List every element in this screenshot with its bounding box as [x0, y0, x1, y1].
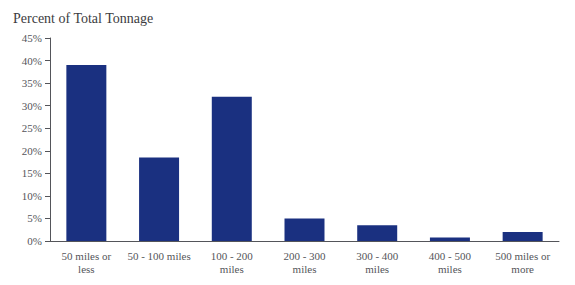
svg-text:miles: miles [438, 263, 462, 275]
svg-text:50 miles or: 50 miles or [62, 250, 112, 262]
svg-text:20%: 20% [22, 145, 42, 157]
svg-text:miles: miles [293, 263, 317, 275]
svg-text:40%: 40% [22, 55, 42, 67]
svg-text:35%: 35% [22, 77, 42, 89]
svg-text:miles: miles [220, 263, 244, 275]
svg-text:400 - 500: 400 - 500 [429, 250, 472, 262]
svg-text:50 - 100 miles: 50 - 100 miles [127, 250, 190, 262]
svg-text:Percent of Total Tonnage: Percent of Total Tonnage [13, 11, 153, 26]
svg-text:100 - 200: 100 - 200 [211, 250, 254, 262]
svg-text:more: more [511, 263, 534, 275]
svg-text:less: less [78, 263, 95, 275]
svg-text:miles: miles [365, 263, 389, 275]
svg-text:30%: 30% [22, 100, 42, 112]
svg-text:300 - 400: 300 - 400 [356, 250, 399, 262]
svg-text:25%: 25% [22, 122, 42, 134]
svg-text:45%: 45% [22, 32, 42, 44]
svg-text:0%: 0% [27, 235, 42, 247]
svg-text:10%: 10% [22, 190, 42, 202]
svg-text:200 - 300: 200 - 300 [283, 250, 326, 262]
svg-text:500 miles or: 500 miles or [495, 250, 550, 262]
svg-text:5%: 5% [27, 212, 42, 224]
svg-text:15%: 15% [22, 167, 42, 179]
